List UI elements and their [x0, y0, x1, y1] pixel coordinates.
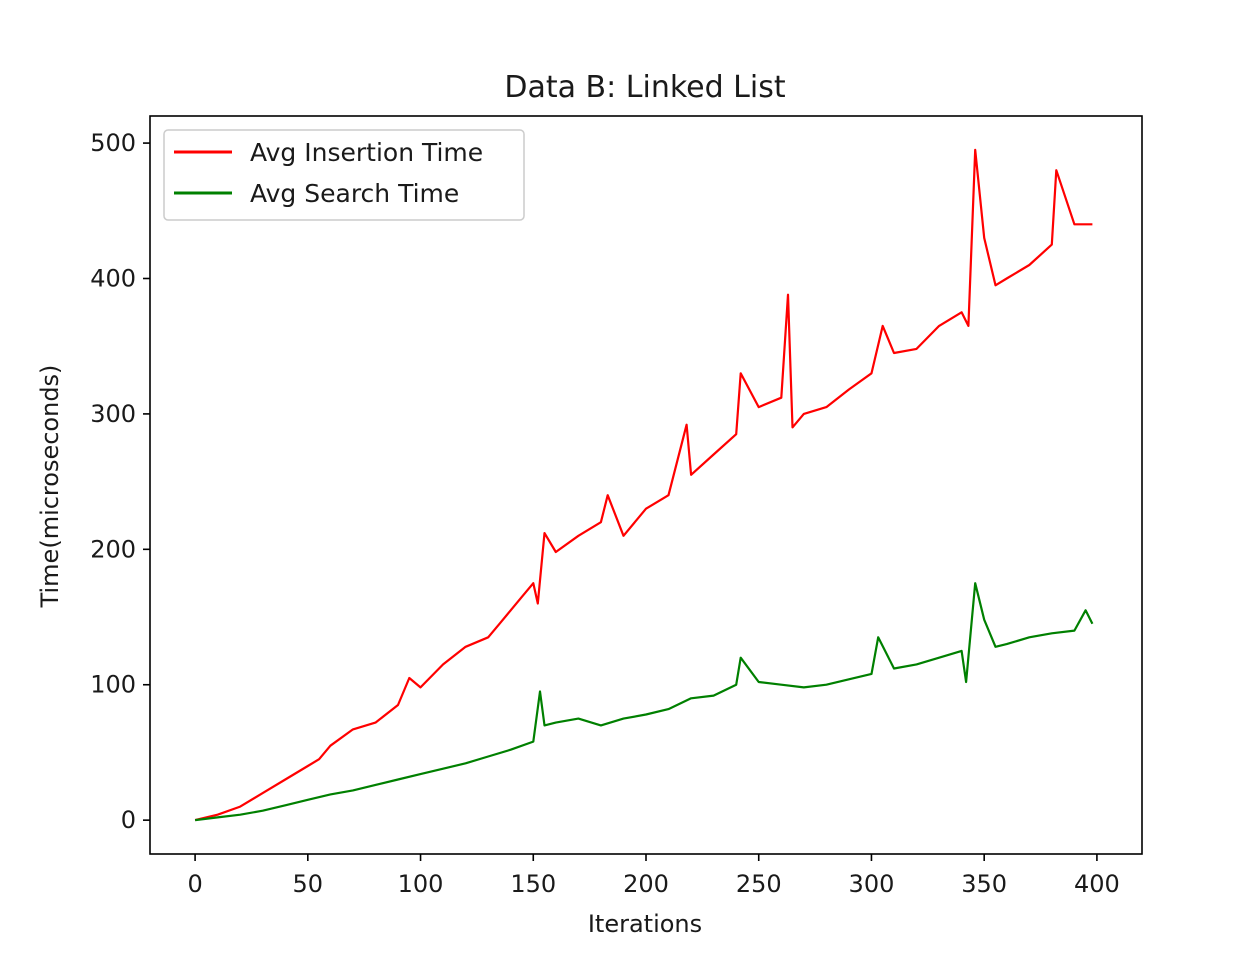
y-tick-label: 500	[90, 129, 136, 157]
legend-label-search: Avg Search Time	[250, 179, 459, 208]
x-tick-label: 300	[849, 870, 895, 898]
y-tick-label: 0	[121, 806, 136, 834]
series-line-1	[194, 582, 1094, 822]
axis-ticks: 0 50 100 150 200 250 300 350 400 0 100 200 300 400 500	[90, 129, 1120, 898]
x-tick-label: 250	[736, 870, 782, 898]
x-tick-label: 200	[623, 870, 669, 898]
x-tick-label: 400	[1074, 870, 1120, 898]
legend-label-insertion: Avg Insertion Time	[250, 138, 483, 167]
series-line-0	[194, 148, 1093, 822]
x-tick-label: 350	[961, 870, 1007, 898]
legend: Avg Insertion Time Avg Search Time	[163, 129, 525, 221]
y-tick-label: 300	[90, 400, 136, 428]
y-tick-label: 200	[90, 535, 136, 563]
x-tick-label: 50	[293, 870, 324, 898]
y-tick-label: 400	[90, 264, 136, 292]
legend-box	[163, 129, 525, 221]
plot-area	[149, 115, 1143, 855]
y-axis-label: Time(microseconds)	[36, 365, 64, 609]
y-tick-label: 100	[90, 671, 136, 699]
x-axis-label: Iterations	[588, 910, 702, 938]
series-lines	[194, 148, 1094, 822]
x-tick-label: 100	[398, 870, 444, 898]
x-tick-label: 150	[510, 870, 556, 898]
x-tick-label: 0	[187, 870, 202, 898]
chart-title: Data B: Linked List	[504, 70, 785, 105]
